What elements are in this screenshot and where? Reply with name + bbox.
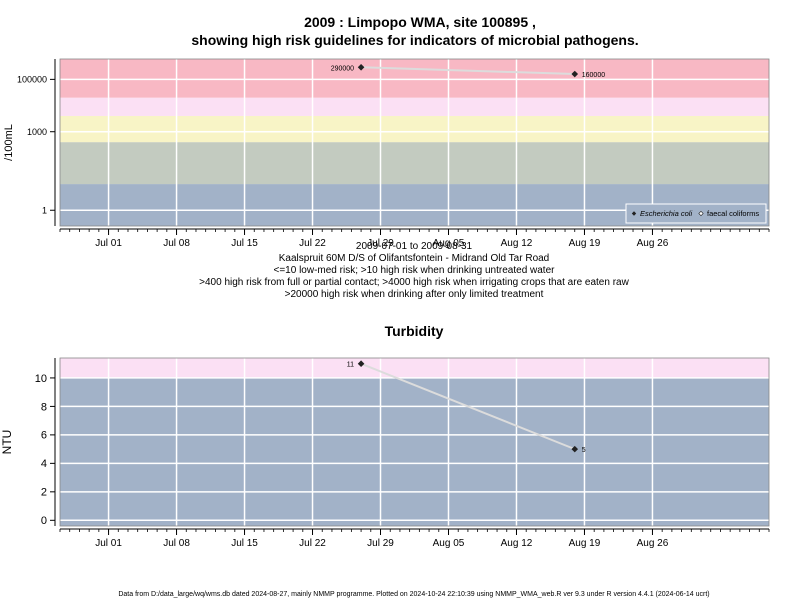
x-tick-label-6: Aug 12 xyxy=(501,238,533,249)
legend-label-1: faecal coliforms xyxy=(707,209,759,218)
series-line-0 xyxy=(361,66,575,76)
series-line-0 xyxy=(360,362,576,451)
x-tick-label-2: Jul 15 xyxy=(231,538,258,549)
legend-marker-1 xyxy=(698,210,704,217)
x-tick-label-6: Aug 12 xyxy=(501,538,533,549)
microbial-panel: Jul 01 Jul 08 Jul 15 Jul 22 Jul 29 Aug 05 Aug … xyxy=(3,58,770,249)
risk-band-2 xyxy=(60,115,769,143)
caption-line-site: Kaalspruit 60M D/S of Olifantsfontein - … xyxy=(279,253,550,264)
x-tick-label-4: Jul 29 xyxy=(367,238,394,249)
chart-title-line1: 2009 : Limpopo WMA, site 100895 , xyxy=(304,14,536,30)
risk-band-4 xyxy=(60,59,769,98)
x-tick-label-8: Aug 26 xyxy=(637,238,669,249)
data-point-0-0 xyxy=(357,63,365,71)
legend-marker-0 xyxy=(631,211,637,216)
x-tick-label-0: Jul 01 xyxy=(95,238,122,249)
panel1-caption: 2009-07-01 to 2009-08-31 Kaalspruit 60M … xyxy=(199,241,629,300)
caption-line-date-range: 2009-07-01 to 2009-08-31 xyxy=(356,241,473,252)
data-point-0-1 xyxy=(571,70,579,78)
x-tick-label-2: Jul 15 xyxy=(231,238,258,249)
x-tick-label-4: Jul 29 xyxy=(367,538,394,549)
x-tick-label-0: Jul 01 xyxy=(95,538,122,549)
plot-frame xyxy=(59,357,770,527)
y-tick-label-0: 100000 xyxy=(17,75,47,85)
caption-line-risk2: >400 high risk from full or partial cont… xyxy=(199,277,629,288)
data-label-0-0: 290000 xyxy=(331,65,354,72)
turbidity-panel: Jul 01 Jul 08 Jul 15 Jul 22 Jul 29 Aug 05 Aug … xyxy=(0,357,770,549)
y-tick-label-1: 2 xyxy=(41,487,47,499)
plot-frame xyxy=(59,58,770,227)
y-tick-label-3: 6 xyxy=(41,430,47,442)
legend-box xyxy=(625,203,767,224)
data-label-0-0: 11 xyxy=(347,362,354,369)
x-tick-label-5: Aug 05 xyxy=(433,238,465,249)
x-tick-label-3: Jul 22 xyxy=(299,238,326,249)
y-axis-label: /100mL xyxy=(3,124,15,161)
y-tick-label-2: 4 xyxy=(41,458,47,470)
y-tick-label-1: 1000 xyxy=(27,127,47,137)
risk-band-3 xyxy=(60,97,769,116)
y-tick-label-4: 8 xyxy=(41,401,47,413)
y-tick-label-0: 0 xyxy=(41,515,47,527)
risk-band-0 xyxy=(60,377,769,526)
x-tick-label-5: Aug 05 xyxy=(433,538,465,549)
data-point-0-1 xyxy=(571,445,579,453)
x-tick-label-7: Aug 19 xyxy=(569,238,601,249)
risk-band-1 xyxy=(60,358,769,378)
y-tick-label-5: 10 xyxy=(35,373,47,385)
caption-line-risk3: >20000 high risk when drinking after onl… xyxy=(285,289,544,300)
footer-note: Data from D:/data_large/wq/wms.db dated … xyxy=(118,591,709,598)
x-tick-label-7: Aug 19 xyxy=(569,538,601,549)
data-point-0-0 xyxy=(357,360,365,367)
y-axis-label: NTU xyxy=(0,430,14,455)
x-tick-label-8: Aug 26 xyxy=(637,538,669,549)
turbidity-title: Turbidity xyxy=(385,323,444,339)
data-label-0-1: 5 xyxy=(582,447,586,454)
legend-label-0: Escherichia coli xyxy=(640,209,692,218)
y-tick-label-2: 1 xyxy=(42,205,47,215)
x-tick-label-1: Jul 08 xyxy=(163,538,190,549)
risk-band-1 xyxy=(60,142,769,185)
data-label-0-1: 160000 xyxy=(582,72,605,79)
x-tick-label-3: Jul 22 xyxy=(299,538,326,549)
caption-line-risk1: <=10 low-med risk; >10 high risk when dr… xyxy=(274,265,556,276)
x-tick-label-1: Jul 08 xyxy=(163,238,190,249)
chart-title-line2: showing high risk guidelines for indicat… xyxy=(191,32,638,48)
